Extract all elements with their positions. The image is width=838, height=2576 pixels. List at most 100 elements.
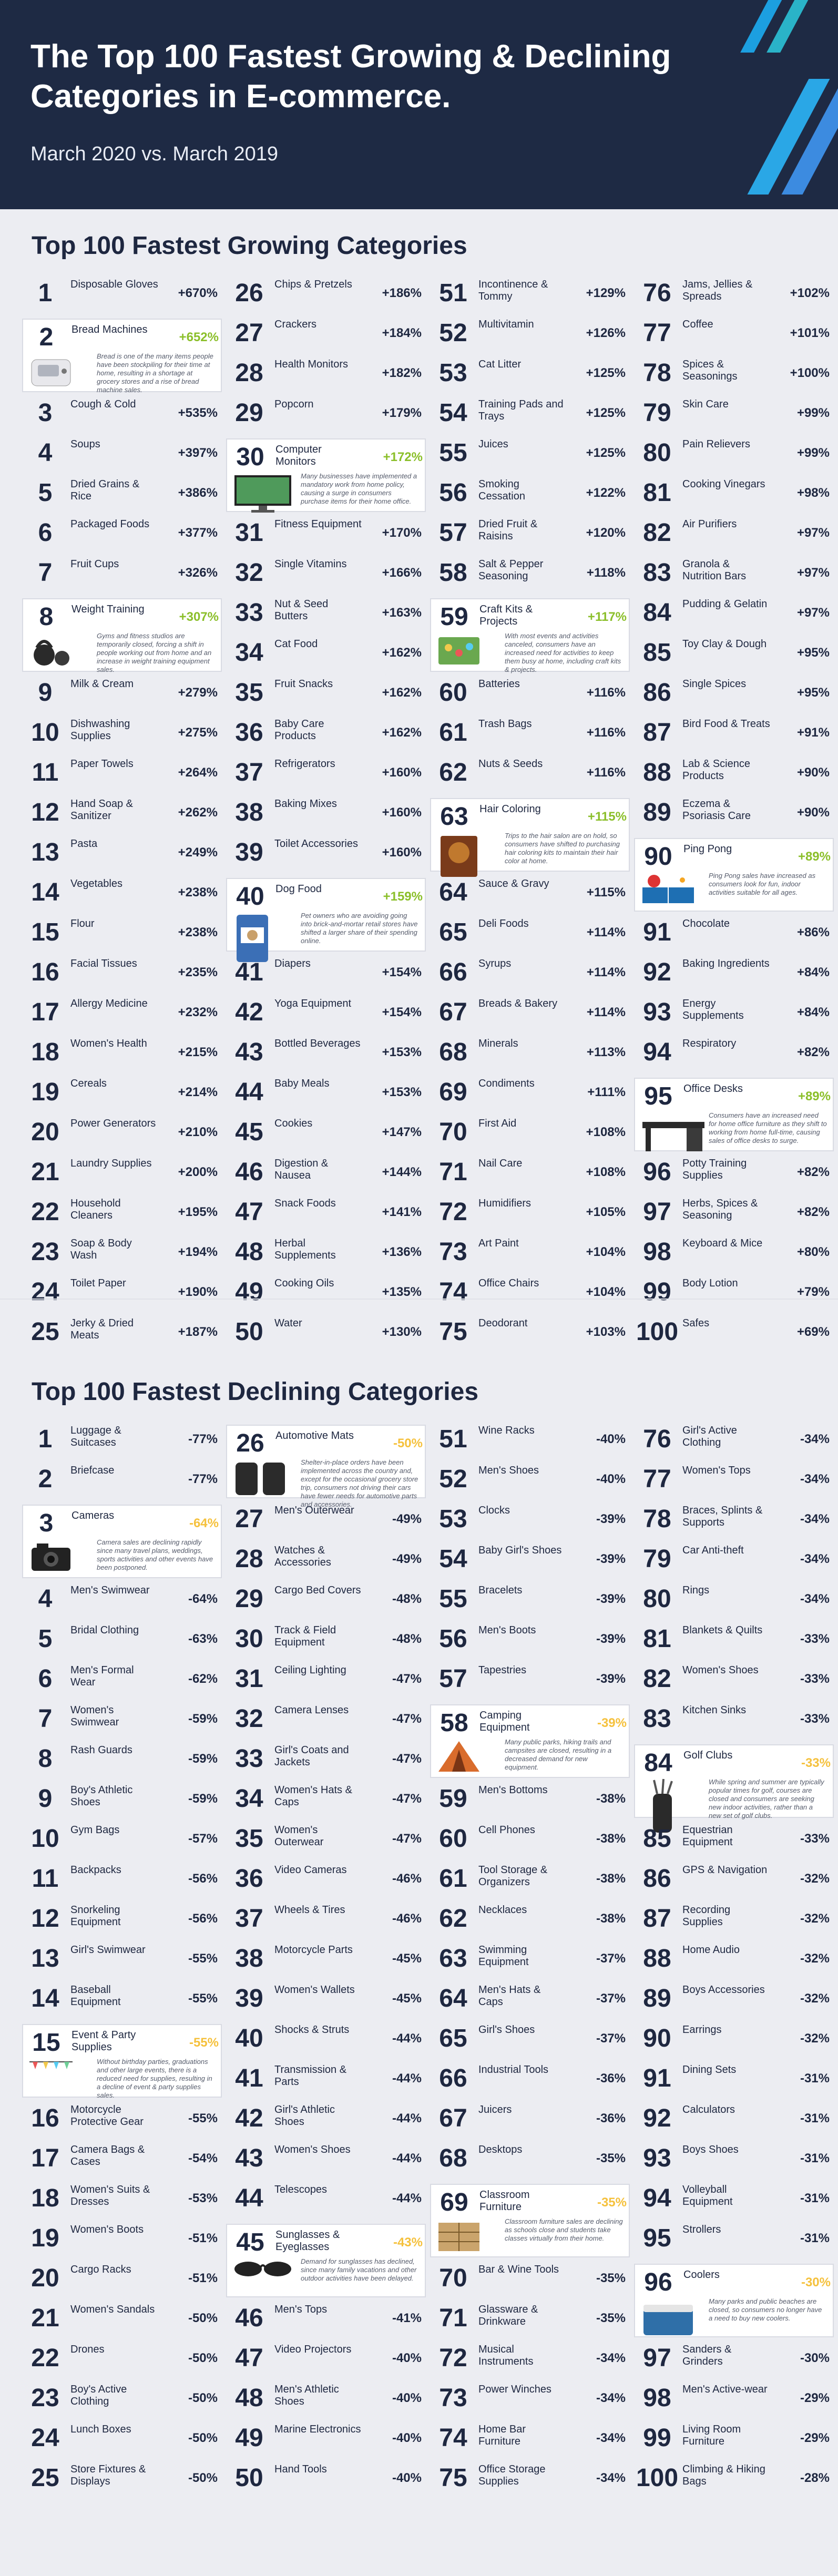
percent-change: -33% (800, 1672, 830, 1686)
rank-number: 32 (235, 1705, 263, 1733)
rank-number: 26 (236, 1429, 264, 1457)
category-name: Safes (682, 1317, 710, 1329)
rank-number: 82 (643, 519, 671, 547)
growing-item-87: 87 Bird Food & Treats +91% (634, 718, 834, 755)
growing-item-26: 26 Chips & Pretzels +186% (226, 279, 426, 315)
percent-change: -32% (800, 1911, 830, 1926)
percent-change: -64% (188, 1592, 218, 1606)
rank-number: 86 (643, 1865, 671, 1893)
category-name: Dining Sets (682, 2064, 737, 2076)
rank-number: 24 (31, 2424, 59, 2452)
percent-change: -30% (801, 2275, 831, 2289)
rank-number: 99 (643, 1278, 671, 1306)
percent-change: +89% (798, 1089, 831, 1103)
category-name: Digestion & Nausea (274, 1158, 329, 1181)
growing-item-42: 42 Yoga Equipment +154% (226, 998, 426, 1035)
percent-change: -34% (596, 2471, 626, 2485)
growing-item-21: 21 Laundry Supplies +200% (22, 1158, 222, 1194)
rank-number: 85 (643, 639, 671, 667)
category-name: Water (274, 1317, 302, 1329)
declining-item-61: 61 Tool Storage & Organizers -38% (430, 1864, 630, 1901)
rank-number: 54 (439, 399, 467, 427)
declining-item-89: 89 Boys Accessories -32% (634, 1984, 834, 2021)
rank-number: 4 (38, 1585, 53, 1613)
declining-item-44: 44 Telescopes -44% (226, 2184, 426, 2221)
rank-number: 73 (439, 2384, 467, 2412)
rank-number: 44 (235, 2184, 263, 2212)
declining-item-42: 42 Girl's Athletic Shoes -44% (226, 2104, 426, 2141)
percent-change: -34% (800, 1432, 830, 1446)
category-name: Baby Care Products (274, 718, 324, 742)
rank-number: 36 (235, 1865, 263, 1893)
rank-number: 5 (38, 479, 53, 507)
growing-item-19: 19 Cereals +214% (22, 1078, 222, 1115)
category-name: Watches & Accessories (274, 1545, 331, 1568)
rank-number: 8 (39, 603, 54, 631)
rank-number: 100 (636, 1318, 679, 1346)
category-name: Nut & Seed Butters (274, 598, 329, 622)
rank-number: 69 (439, 1078, 467, 1106)
declining-item-85: 85 Equestrian Equipment -33% (634, 1824, 834, 1861)
rank-number: 38 (235, 799, 263, 826)
category-name: Minerals (478, 1038, 518, 1049)
percent-change: +397% (178, 446, 218, 460)
percent-change: -40% (392, 2471, 422, 2485)
declining-item-32: 32 Camera Lenses -47% (226, 1704, 426, 1741)
declining-item-86: 86 GPS & Navigation -32% (634, 1864, 834, 1901)
rank-number: 47 (235, 2344, 263, 2372)
rank-number: 97 (643, 1198, 671, 1226)
rank-number: 16 (31, 2104, 59, 2132)
category-description: Pet owners who are avoiding going into b… (301, 912, 418, 945)
growing-item-15: 15 Flour +238% (22, 918, 222, 955)
rank-number: 53 (439, 1505, 467, 1533)
declining-item-11: 11 Backpacks -56% (22, 1864, 222, 1901)
category-name: Nuts & Seeds (478, 758, 543, 770)
rank-number: 60 (439, 1825, 467, 1853)
percent-change: +125% (586, 406, 626, 420)
declining-item-97: 97 Sanders & Grinders -30% (634, 2344, 834, 2380)
growing-item-59: 59 Craft Kits & Projects +117% With most ev… (430, 598, 630, 673)
percent-change: +210% (178, 1125, 218, 1139)
percent-change: -34% (800, 1552, 830, 1566)
category-description: Many public parks, hiking trails and cam… (505, 1738, 612, 1771)
growing-item-72: 72 Humidifiers +105% (430, 1198, 630, 1234)
rank-number: 58 (439, 559, 467, 587)
growing-item-80: 80 Pain Relievers +99% (634, 438, 834, 475)
category-description: Gyms and fitness studios are temporarily… (97, 632, 212, 673)
category-name: Lab & Science Products (682, 758, 750, 782)
category-description: Consumers have an increased need for hom… (709, 1111, 827, 1144)
declining-item-55: 55 Bracelets -39% (430, 1585, 630, 1621)
rank-number: 1 (38, 279, 53, 307)
percent-change: +129% (586, 286, 626, 300)
percent-change: +116% (586, 686, 626, 700)
category-description: With most events and activities canceled… (505, 632, 621, 673)
rank-number: 30 (236, 443, 264, 471)
percent-change: -59% (188, 1712, 218, 1726)
percent-change: -51% (188, 2231, 218, 2245)
category-name: Health Monitors (274, 359, 349, 370)
growing-item-85: 85 Toy Clay & Dough +95% (634, 638, 834, 675)
category-description: While spring and summer are typically po… (709, 1778, 824, 1819)
growing-item-74: 74 Office Chairs +104% (430, 1277, 630, 1314)
percent-change: -48% (392, 1592, 422, 1606)
category-name: Craft Kits & Projects (479, 604, 533, 627)
percent-change: -40% (392, 2431, 422, 2445)
rank-number: 26 (235, 279, 263, 307)
category-name: Women's Sandals (70, 2304, 155, 2315)
category-name: Sunglasses & Eyeglasses (275, 2229, 340, 2253)
declining-item-59: 59 Men's Bottoms -38% (430, 1784, 630, 1821)
rank-number: 24 (31, 1278, 59, 1306)
declining-item-15: 15 Event & Party Supplies -55% Without birt… (22, 2024, 222, 2099)
rank-number: 42 (235, 2104, 263, 2132)
percent-change: +95% (796, 646, 830, 660)
declining-item-28: 28 Watches & Accessories -49% (226, 1545, 426, 1581)
declining-item-47: 47 Video Projectors -40% (226, 2344, 426, 2380)
rank-number: 10 (31, 1825, 59, 1853)
growing-item-57: 57 Dried Fruit & Raisins +120% (430, 518, 630, 555)
percent-change: +153% (382, 1045, 422, 1059)
category-name: Office Storage Supplies (478, 2463, 546, 2487)
category-name: Cargo Bed Covers (274, 1585, 361, 1596)
category-name: Men's Bottoms (478, 1784, 548, 1796)
category-name: Cough & Cold (70, 398, 136, 410)
rank-number: 2 (38, 1465, 53, 1493)
